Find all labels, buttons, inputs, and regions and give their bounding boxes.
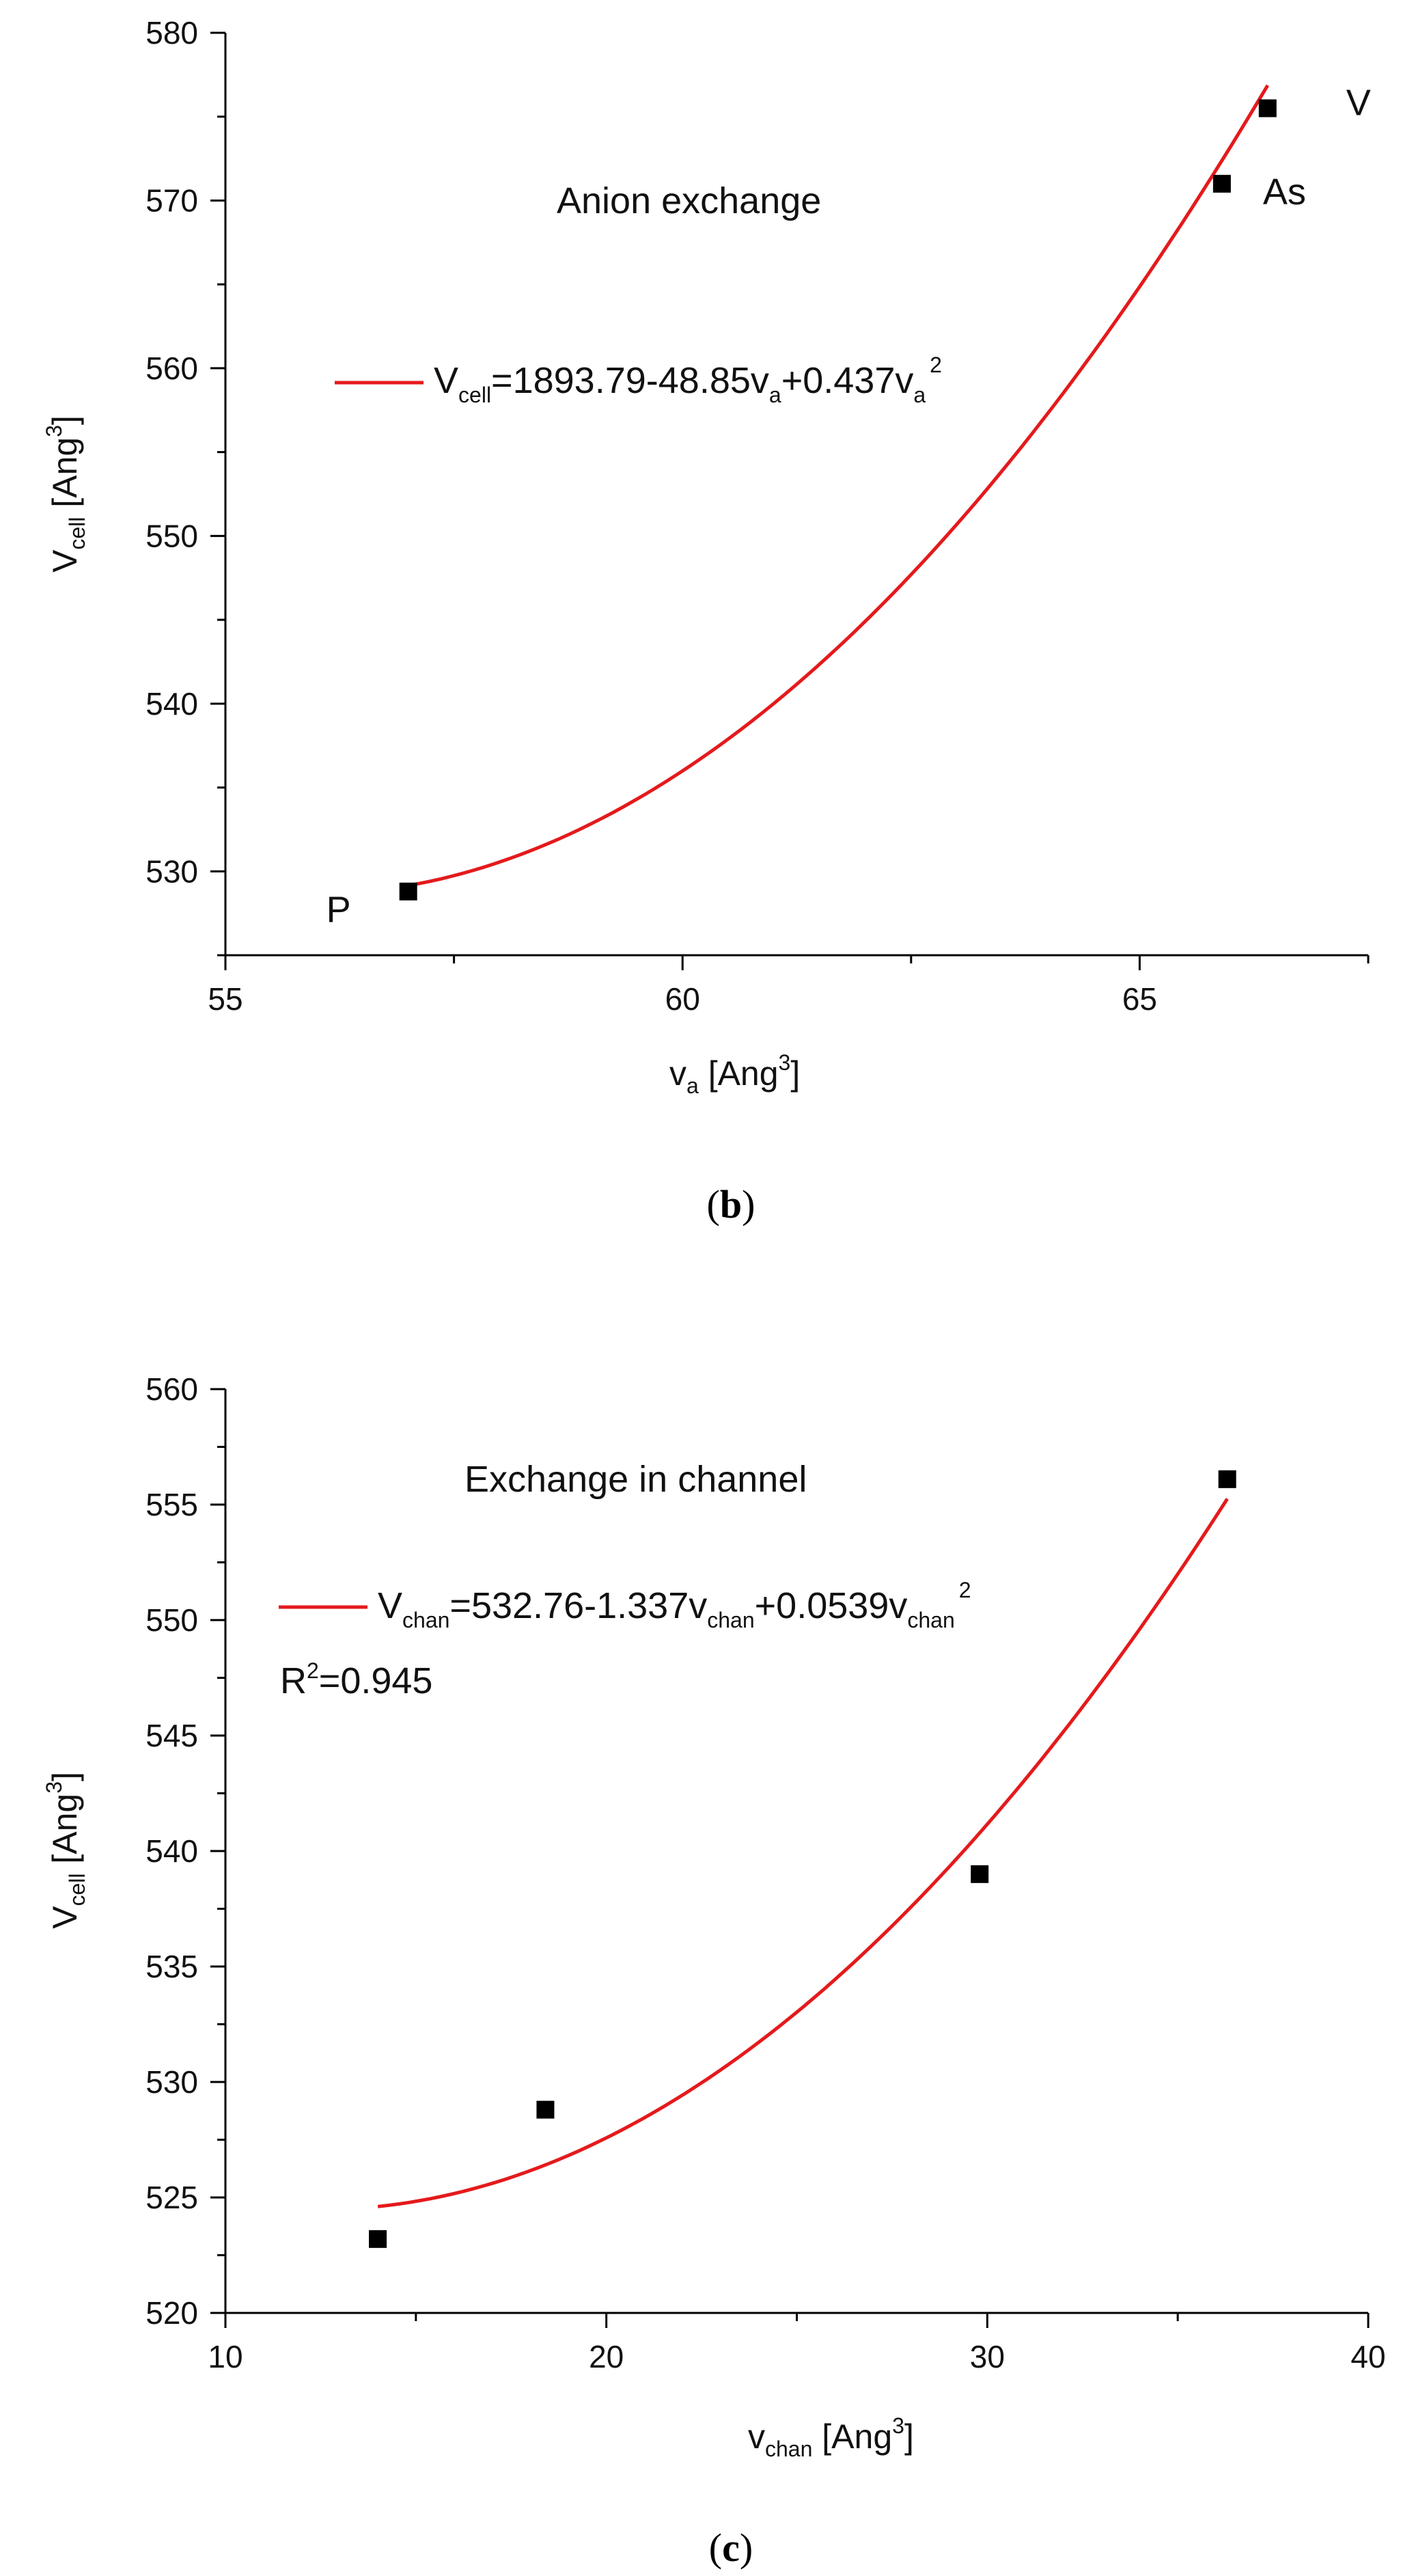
chart-c-r2-label: R2=0.945 — [280, 1658, 432, 1701]
x-tick-label: 40 — [1350, 2339, 1385, 2374]
y-tick-label: 550 — [145, 1602, 198, 1638]
y-tick-label: 560 — [145, 1371, 198, 1407]
y-tick-label: 580 — [145, 15, 198, 51]
data-point — [369, 2230, 387, 2248]
chart-b-axes — [224, 33, 1368, 957]
data-point — [399, 882, 417, 901]
chart-b-caption: (b) — [707, 1182, 755, 1227]
chart-b-x-axis-title: va [Ang3] — [669, 1050, 800, 1098]
x-tick-label: 55 — [208, 981, 242, 1017]
y-tick-label: 545 — [145, 1718, 198, 1753]
chart-c-y-axis-title: Vcell [Ang3] — [42, 1772, 89, 1929]
data-point — [971, 1865, 989, 1883]
data-point — [1218, 1470, 1236, 1488]
chart-b-y-axis-title: Vcell [Ang3] — [42, 415, 89, 573]
point-label: As — [1263, 172, 1306, 213]
chart-b-annotation: Anion exchange — [557, 180, 821, 221]
y-tick-label: 570 — [145, 182, 198, 218]
chart-c: 10 20 30 40 520 525 530 535 540 545 550 555 560 Exch… — [42, 1371, 1386, 2570]
y-tick-label: 520 — [145, 2295, 198, 2331]
chart-b-ticks: 55 60 65 530 540 550 560 570 580 — [145, 15, 1370, 1017]
chart-c-caption: (c) — [709, 2525, 753, 2570]
chart-c-axes — [224, 1389, 1368, 2314]
chart-c-annotation: Exchange in channel — [464, 1459, 807, 1500]
data-point — [1258, 99, 1277, 118]
data-point — [536, 2100, 555, 2119]
y-tick-label: 560 — [145, 351, 198, 386]
chart-b-legend-label: Vcell=1893.79-48.85va+0.437va2 — [434, 353, 942, 407]
chart-c-points — [369, 1470, 1236, 2248]
chart-c-fit-curve — [377, 1498, 1229, 2208]
x-tick-label: 20 — [589, 2339, 624, 2374]
y-tick-label: 525 — [145, 2180, 198, 2215]
data-point — [1212, 174, 1231, 193]
x-tick-label: 30 — [970, 2339, 1005, 2374]
y-tick-label: 530 — [145, 853, 198, 889]
x-tick-label: 60 — [665, 981, 700, 1017]
point-label: V — [1346, 82, 1371, 123]
chart-b: 55 60 65 530 540 550 560 570 580 P As V Anion exch… — [42, 15, 1371, 1227]
y-tick-label: 530 — [145, 2064, 198, 2100]
chart-b-fit-curve — [408, 84, 1269, 888]
y-tick-label: 540 — [145, 686, 198, 722]
y-tick-label: 555 — [145, 1487, 198, 1522]
chart-c-legend-label: Vchan=532.76-1.337vchan+0.0539vchan2 — [378, 1578, 971, 1632]
x-tick-label: 10 — [208, 2339, 242, 2374]
point-label: P — [327, 890, 351, 931]
chart-c-x-axis-title: vchan [Ang3] — [748, 2413, 914, 2461]
chart-b-points: P As V — [327, 82, 1371, 930]
chart-c-ticks: 10 20 30 40 520 525 530 535 540 545 550 555 560 — [145, 1371, 1385, 2374]
y-tick-label: 535 — [145, 1949, 198, 1984]
x-tick-label: 65 — [1122, 981, 1157, 1017]
y-tick-label: 540 — [145, 1833, 198, 1869]
y-tick-label: 550 — [145, 518, 198, 553]
